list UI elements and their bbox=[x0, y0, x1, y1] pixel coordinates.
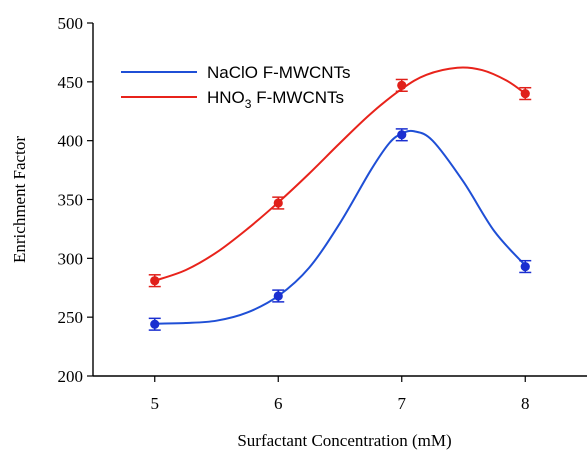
data-point bbox=[397, 80, 407, 90]
data-point bbox=[273, 198, 283, 208]
x-tick-label: 8 bbox=[521, 394, 530, 413]
y-tick-label: 250 bbox=[58, 308, 84, 327]
x-tick-label: 7 bbox=[398, 394, 407, 413]
data-point bbox=[520, 89, 530, 99]
y-tick-label: 300 bbox=[58, 249, 84, 268]
y-tick-label: 400 bbox=[58, 132, 84, 151]
legend-label: HNO bbox=[207, 88, 245, 107]
legend-label: NaClO F-MWCNTs bbox=[207, 63, 351, 82]
legend-label-subscript: 3 bbox=[245, 97, 252, 111]
series-line bbox=[154, 66, 526, 282]
legend-entry: NaClO F-MWCNTs bbox=[207, 63, 351, 82]
y-tick-label: 350 bbox=[58, 191, 84, 210]
tick-marks: 200 250 300 350 400 450 500 5 6 7 8 bbox=[58, 14, 530, 413]
legend-label-tail: F-MWCNTs bbox=[251, 88, 344, 107]
data-point bbox=[150, 319, 160, 329]
y-tick-label: 200 bbox=[58, 367, 84, 386]
data-point bbox=[397, 130, 407, 140]
x-tick-label: 5 bbox=[151, 394, 160, 413]
series-line bbox=[154, 129, 526, 325]
series-layer bbox=[148, 66, 532, 331]
y-tick-label: 450 bbox=[58, 73, 84, 92]
series-0 bbox=[148, 128, 532, 331]
y-tick-label: 500 bbox=[58, 14, 84, 33]
series-1 bbox=[148, 66, 532, 288]
x-tick-label: 6 bbox=[274, 394, 283, 413]
data-point bbox=[520, 261, 530, 272]
legend-entry: HNO3 F-MWCNTs bbox=[207, 88, 344, 111]
x-axis-label: Surfactant Concentration (mM) bbox=[237, 431, 451, 450]
y-axis-label: Enrichment Factor bbox=[10, 136, 29, 263]
data-point bbox=[273, 291, 283, 301]
legend: NaClO F-MWCNTs HNO3 F-MWCNTs bbox=[121, 63, 351, 111]
data-point bbox=[150, 276, 160, 286]
